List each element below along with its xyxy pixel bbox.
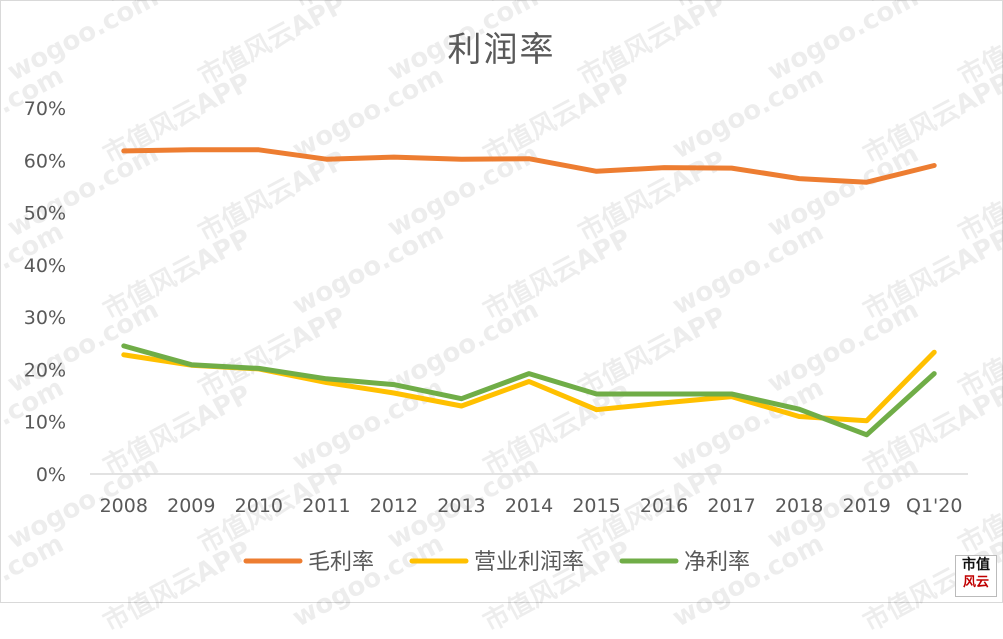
x-tick-label: 2012 xyxy=(370,495,418,517)
y-tick-label: 0% xyxy=(36,464,66,486)
x-tick-label: 2018 xyxy=(775,495,823,517)
series-line-3 xyxy=(121,343,937,438)
x-tick-label: 2017 xyxy=(707,495,755,517)
legend-label-3: 净利率 xyxy=(684,550,750,575)
logo-line1: 市值 xyxy=(962,557,990,573)
chart-title: 利润率 xyxy=(447,30,556,70)
x-tick-label: 2010 xyxy=(235,495,283,517)
series-line-2 xyxy=(121,349,937,424)
y-tick-label: 20% xyxy=(24,359,66,381)
y-tick-label: 40% xyxy=(24,255,66,277)
logo-line2: 风云 xyxy=(962,575,989,590)
x-tick-label: 2015 xyxy=(572,495,620,517)
x-tick-label: 2009 xyxy=(167,495,215,517)
x-tick-label: 2008 xyxy=(100,495,148,517)
legend-label-1: 毛利率 xyxy=(308,550,374,575)
y-tick-label: 60% xyxy=(24,150,66,172)
brand-logo: 市值 风云 xyxy=(955,555,997,597)
x-tick-label: 2011 xyxy=(302,495,350,517)
x-tick-label: 2014 xyxy=(505,495,553,517)
chart-frame xyxy=(0,0,1003,603)
line-chart: 0% 10% 20% 30% 40% 50% 60% 70% 2008 2009 2010 2011 2… xyxy=(24,98,968,575)
x-tick-label: Q1'20 xyxy=(906,495,962,517)
series-line-1 xyxy=(121,147,937,185)
y-tick-label: 10% xyxy=(24,412,66,434)
x-tick-label: 2013 xyxy=(437,495,485,517)
x-tick-label: 2019 xyxy=(843,495,891,517)
y-tick-label: 30% xyxy=(24,307,66,329)
y-tick-label: 70% xyxy=(24,98,66,120)
y-tick-label: 50% xyxy=(24,203,66,225)
legend-label-2: 营业利润率 xyxy=(474,550,584,575)
x-tick-label: 2016 xyxy=(640,495,688,517)
